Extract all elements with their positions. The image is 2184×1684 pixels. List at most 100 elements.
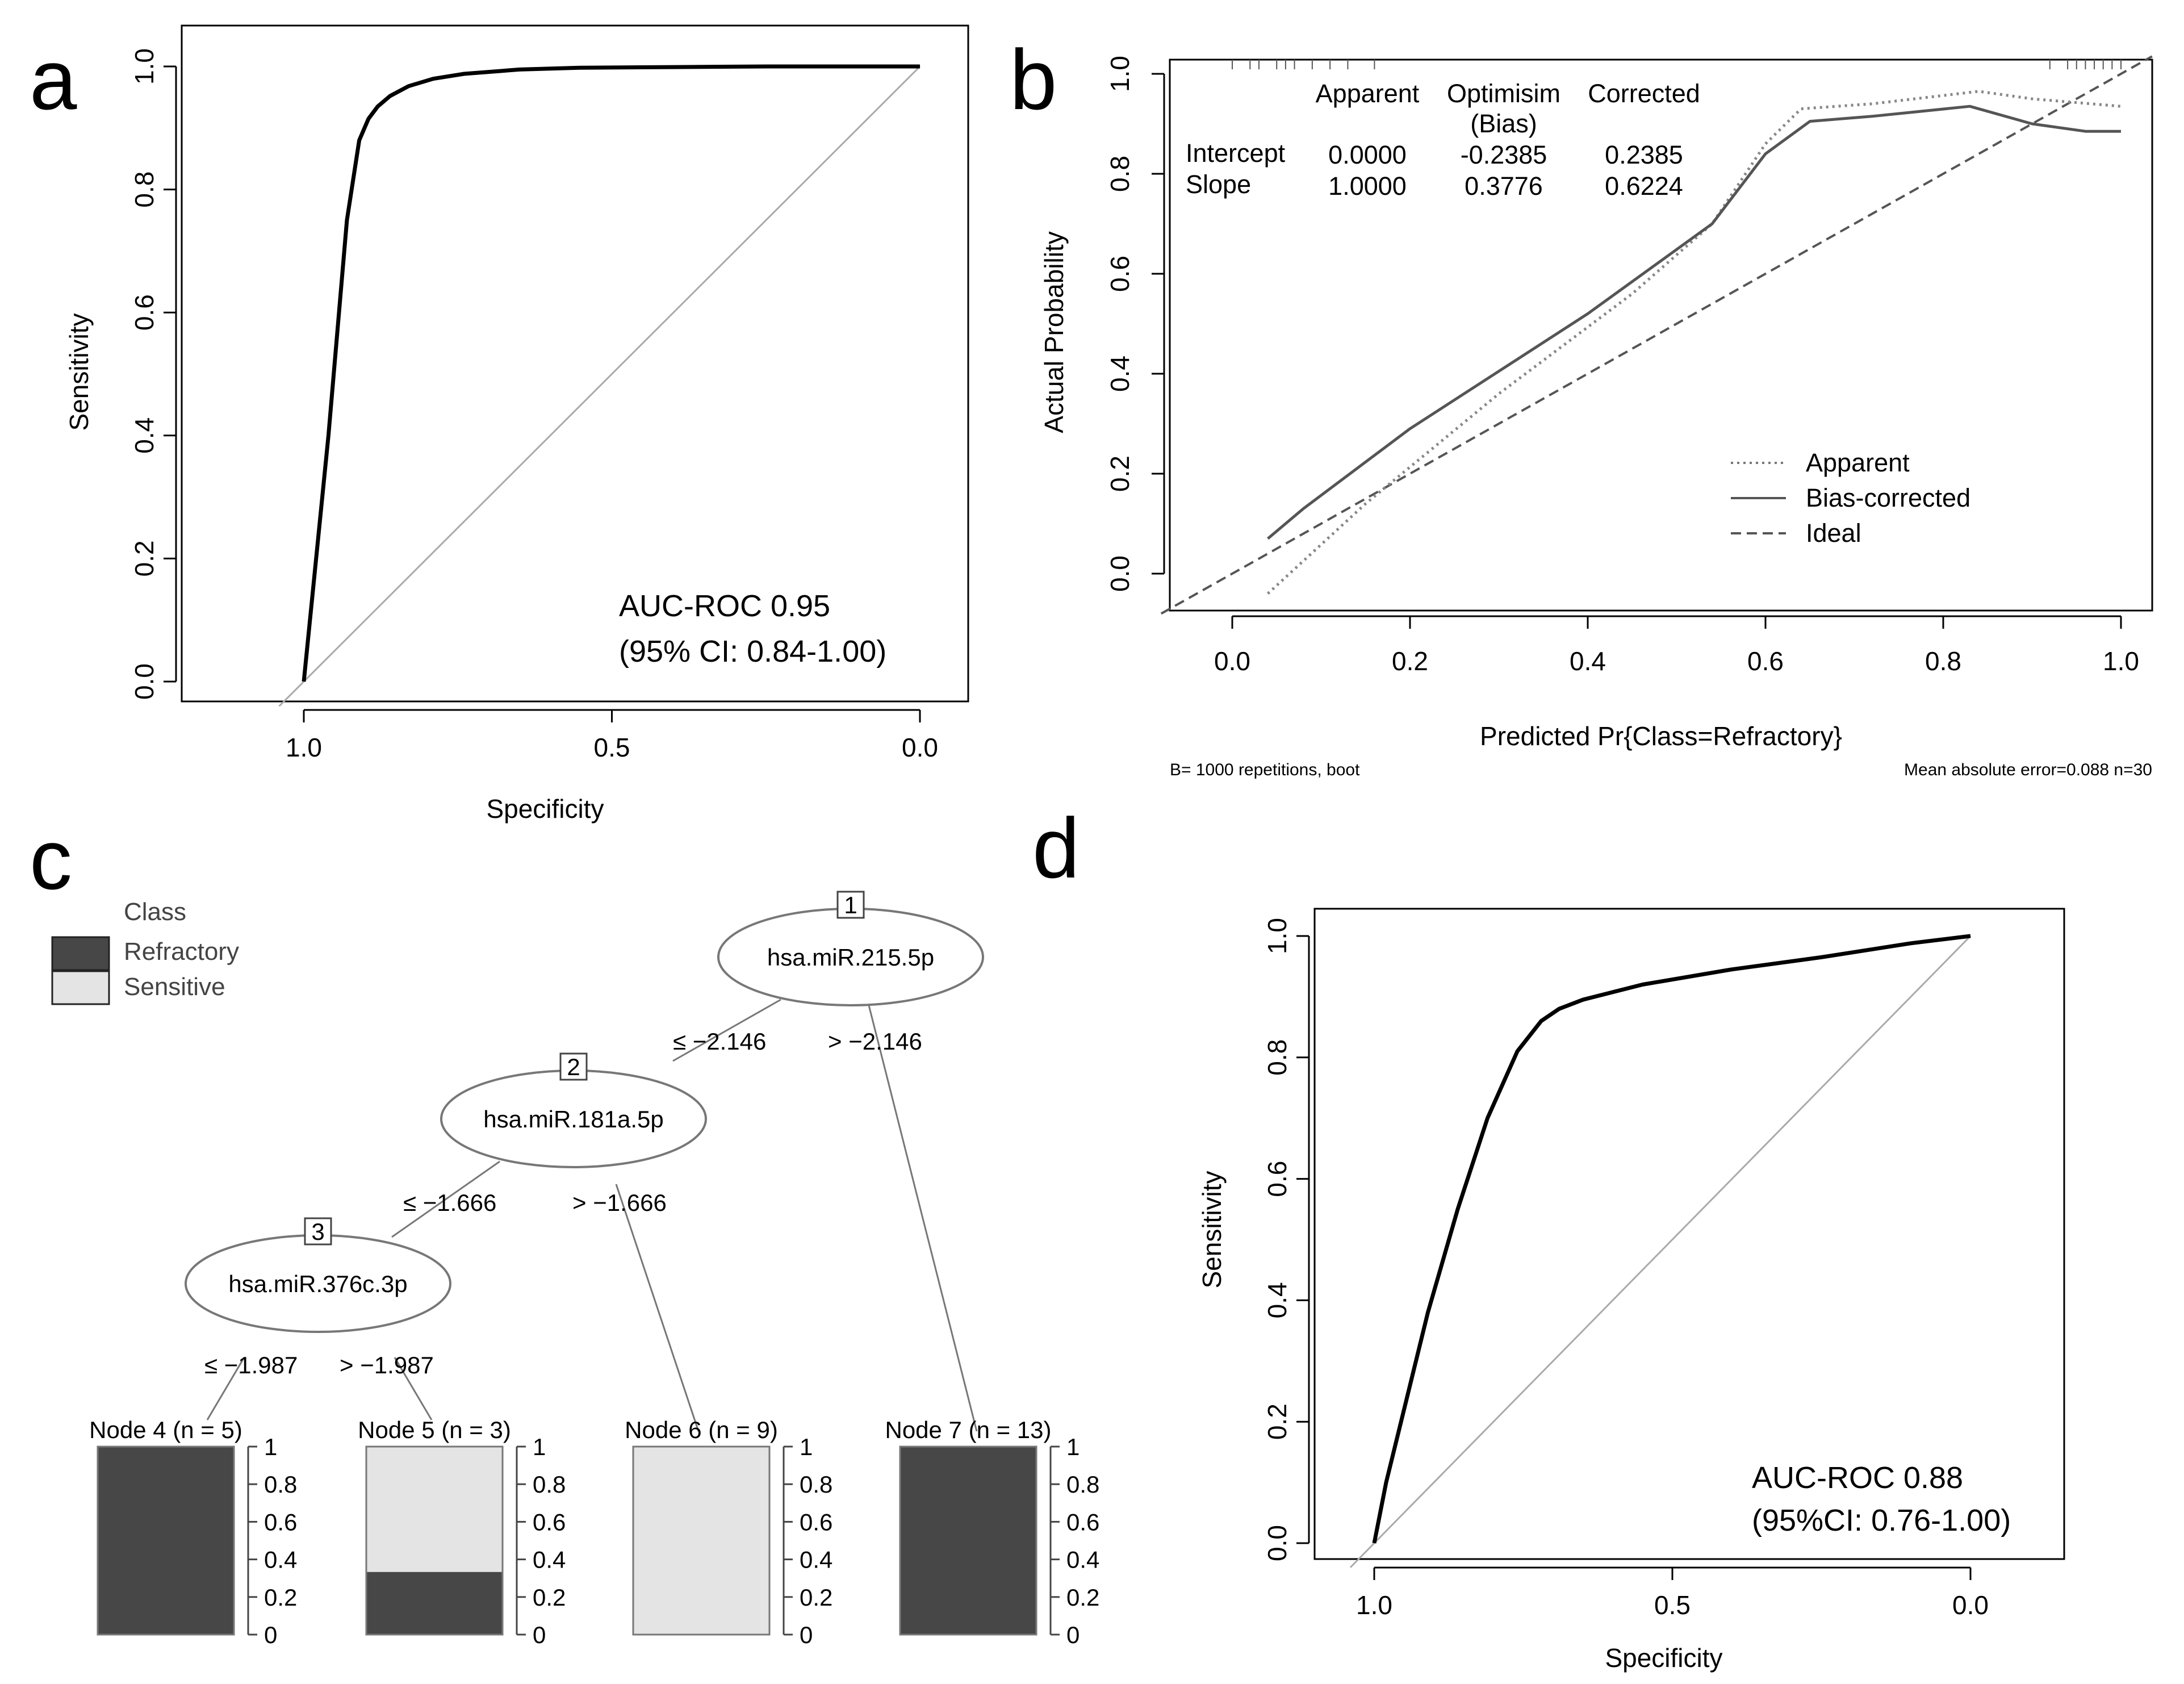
tree-node-3: hsa.miR.376c.3p 3 xyxy=(185,1217,451,1333)
bar-refractory xyxy=(366,1572,503,1635)
x-axis-label: Predicted Pr{Class=Refractory} xyxy=(1480,721,1842,751)
auc-annotation: AUC-ROC 0.95 xyxy=(619,589,830,623)
y-axis: 0.0 0.2 0.4 0.6 0.8 1.0 xyxy=(1105,56,1165,592)
edge-label: > −1.666 xyxy=(572,1189,667,1216)
node-id-box xyxy=(836,891,865,919)
table-cell: 0.2385 xyxy=(1605,140,1683,169)
plot-frame xyxy=(181,24,969,703)
bar-axis-tick-label: 1 xyxy=(1066,1434,1080,1460)
x-axis: 1.0 0.5 0.0 xyxy=(286,709,938,762)
bar-axis-tick-label: 0.8 xyxy=(1066,1471,1099,1498)
table-header: Corrected xyxy=(1588,79,1700,108)
y-tick-label: 0.0 xyxy=(1105,555,1135,592)
edge-1-7 xyxy=(868,1005,978,1432)
bar-axis-tick-label: 0.2 xyxy=(1066,1584,1099,1611)
y-axis-label: Sensitivity xyxy=(1197,1171,1227,1288)
auc-annotation: AUC-ROC 0.88 xyxy=(1752,1461,1963,1495)
table-cell: -0.2385 xyxy=(1461,140,1547,169)
x-tick-label: 0.5 xyxy=(1654,1590,1691,1620)
bar-axis-tick-label: 0 xyxy=(264,1622,277,1648)
ci-annotation: (95%CI: 0.76-1.00) xyxy=(1752,1503,2011,1537)
edge-1-2 xyxy=(672,998,781,1062)
tree-edges xyxy=(206,998,978,1432)
y-tick-label: 0.4 xyxy=(1105,356,1135,392)
bar-sensitive xyxy=(366,1447,503,1572)
y-tick-label: 0.0 xyxy=(129,663,159,700)
y-tick-label: 0.4 xyxy=(129,417,159,454)
edge-3-4 xyxy=(206,1357,245,1420)
roc-curve-line xyxy=(1372,934,1971,1544)
bar-refractory xyxy=(98,1447,234,1635)
edge-label: > −2.146 xyxy=(828,1028,922,1055)
class-legend: Class Refractory Sensitive xyxy=(51,898,239,1005)
legend-label: Refractory xyxy=(124,938,239,966)
legend-label: Ideal xyxy=(1806,519,1861,548)
y-tick-label: 0.8 xyxy=(129,172,159,208)
y-tick-label: 0.2 xyxy=(129,540,159,576)
bar-axis-tick-label: 0 xyxy=(1066,1622,1080,1648)
bias-corrected-line xyxy=(1266,105,2121,540)
table-cell: 0.0000 xyxy=(1328,140,1407,169)
bar-frame xyxy=(632,1445,771,1636)
panel-a-label: a xyxy=(30,32,77,127)
bar-axis-tick-label: 0.2 xyxy=(533,1584,566,1611)
y-tick-label: 0.6 xyxy=(1262,1161,1292,1197)
bar-axis-tick-label: 0.8 xyxy=(800,1471,832,1498)
node-id: 3 xyxy=(311,1218,324,1245)
bar-axis-tick-label: 1 xyxy=(800,1434,813,1460)
x-tick-label: 0.4 xyxy=(1570,646,1606,676)
x-axis: 0.0 0.2 0.4 0.6 0.8 1.0 xyxy=(1214,615,2139,676)
y-tick-label: 0.2 xyxy=(1105,456,1135,492)
y-tick-label: 0.2 xyxy=(1262,1403,1292,1440)
rug-ticks xyxy=(1232,60,2122,69)
node-header: Node 7 (n = 13) xyxy=(885,1416,1051,1443)
node-header: Node 4 (n = 5) xyxy=(89,1416,242,1443)
bar-axis-tick-label: 0 xyxy=(533,1622,546,1648)
x-axis-label: Specificity xyxy=(1605,1643,1722,1673)
plot-frame xyxy=(1313,908,2065,1560)
node-id: 2 xyxy=(567,1054,580,1080)
node-header: Node 5 (n = 3) xyxy=(358,1416,511,1443)
series-group xyxy=(278,64,921,707)
node-label: hsa.miR.376c.3p xyxy=(228,1271,407,1297)
edge-label: ≤ −2.146 xyxy=(673,1028,766,1055)
bar-axis-tick-label: 1 xyxy=(264,1434,277,1460)
panel-c-label: c xyxy=(30,812,72,907)
bar-axis-tick-label: 1 xyxy=(533,1434,546,1460)
footnote-right: Mean absolute error=0.088 n=30 xyxy=(1904,760,2152,779)
bar-frame xyxy=(365,1445,504,1636)
table-row-label: Intercept xyxy=(1186,139,1286,168)
edge-label: ≤ −1.666 xyxy=(403,1189,496,1216)
y-tick-label: 0.6 xyxy=(1105,256,1135,292)
edge-3-5 xyxy=(394,1357,433,1420)
bar-axis-tick-label: 0.4 xyxy=(1066,1547,1099,1573)
node-label: hsa.miR.181a.5p xyxy=(483,1106,664,1133)
bar-axis-tick-label: 0 xyxy=(800,1622,813,1648)
table-cell: 1.0000 xyxy=(1328,172,1407,200)
plot-frame xyxy=(1169,58,2153,612)
diagonal-reference-line xyxy=(278,65,921,707)
bar-axis-tick-label: 0.6 xyxy=(1066,1509,1099,1535)
legend: Apparent Bias-corrected Ideal xyxy=(1731,448,1970,548)
x-tick-label: 0.0 xyxy=(1952,1590,1989,1620)
node-id: 1 xyxy=(844,892,857,918)
roc-curve-line xyxy=(302,64,920,682)
bar-frame xyxy=(97,1445,235,1636)
bar-axis-tick-label: 0.2 xyxy=(800,1584,832,1611)
panel-a-roc: a 0.0 0.2 0.4 0.6 0.8 1.0 1.0 0.5 0.0 Specifici… xyxy=(30,24,969,824)
legend-label: Sensitive xyxy=(124,973,225,1001)
diagonal-reference-line xyxy=(1349,935,1972,1568)
calibration-table: Apparent Optimisim (Bias) Corrected Inte… xyxy=(1186,79,1700,200)
legend-swatch-refractory xyxy=(51,936,110,971)
series-group xyxy=(1160,55,2153,615)
x-tick-label: 0.0 xyxy=(902,733,938,762)
x-tick-label: 0.2 xyxy=(1392,646,1428,676)
panel-d-label: d xyxy=(1032,800,1080,896)
bar-axis-tick-label: 0.8 xyxy=(264,1471,297,1498)
x-axis-label: Specificity xyxy=(486,794,604,824)
tree-node-1: hsa.miR.215.5p 1 xyxy=(717,891,984,1006)
panel-b-label: b xyxy=(1010,32,1057,127)
legend-label: Bias-corrected xyxy=(1806,483,1970,512)
bar-sensitive xyxy=(633,1447,769,1635)
